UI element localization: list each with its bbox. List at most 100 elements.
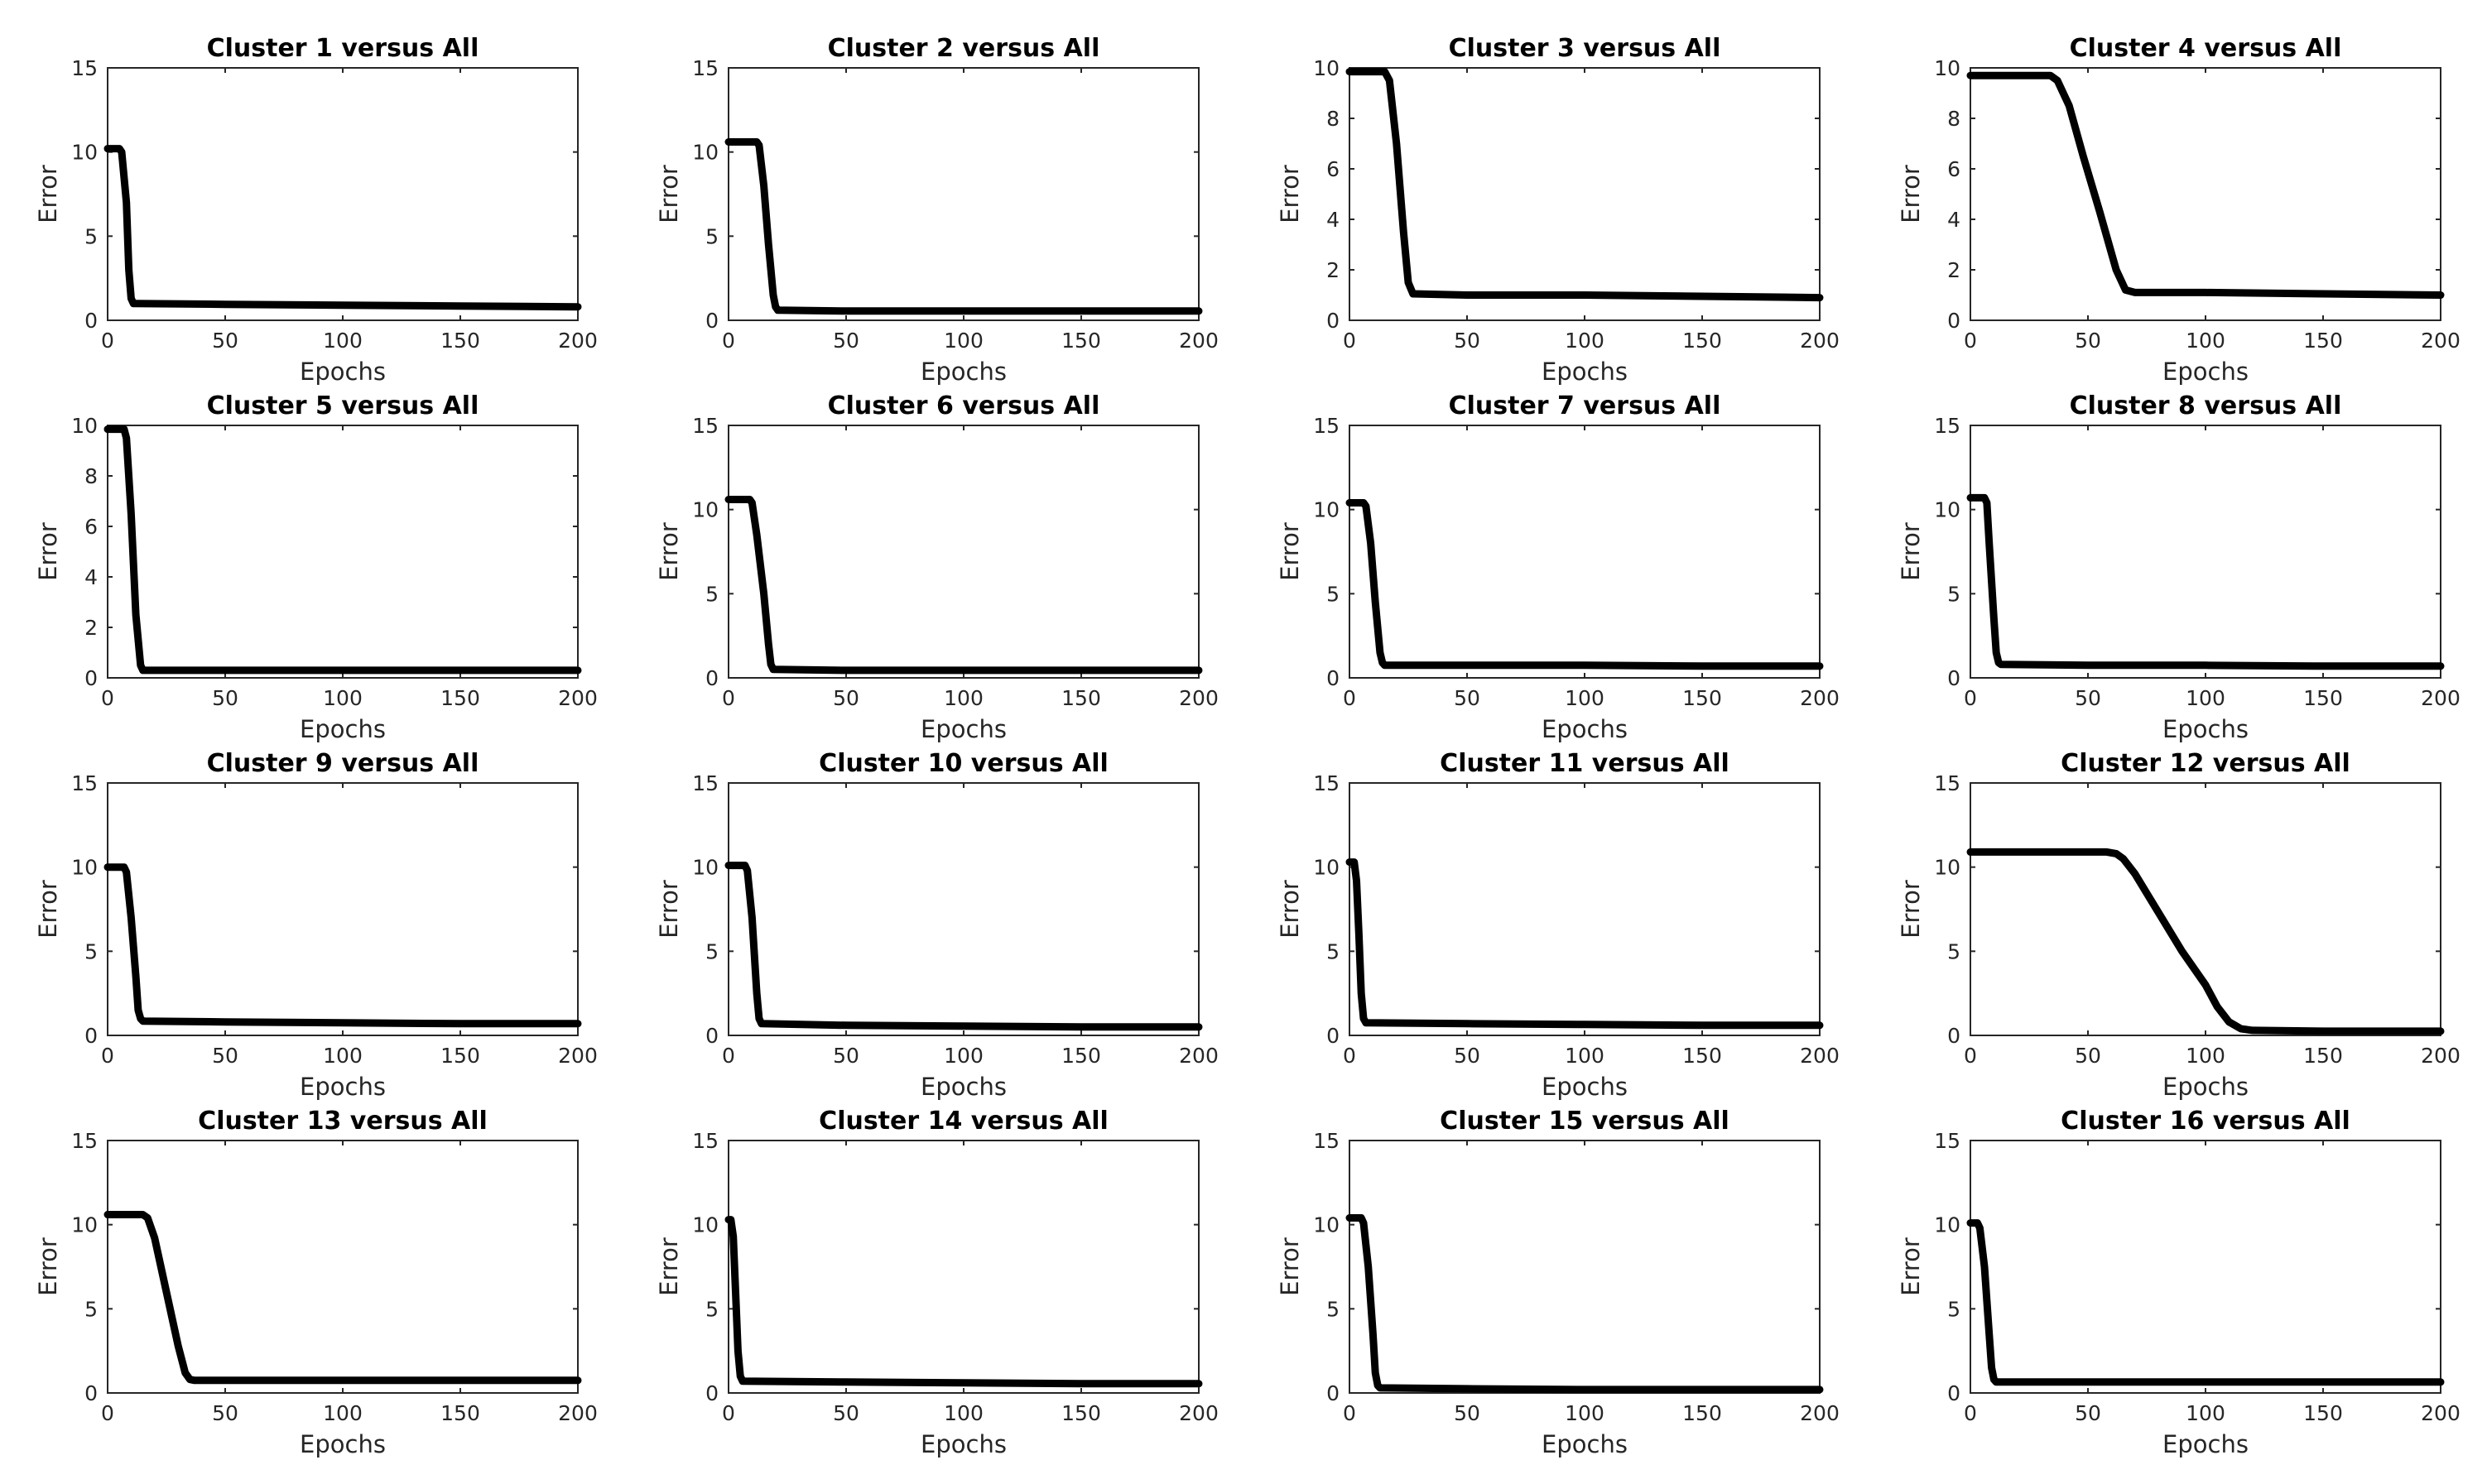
subplot-title: Cluster 1 versus All — [207, 34, 479, 63]
x-tick-label: 0 — [1964, 1401, 1977, 1425]
x-tick-label: 0 — [722, 329, 735, 353]
x-tick-label: 100 — [944, 686, 984, 710]
axes-box — [1970, 67, 2441, 321]
x-tick-label: 200 — [558, 329, 598, 353]
y-axis-label: Error — [1276, 880, 1304, 939]
y-tick-label: 15 — [692, 771, 719, 795]
subplot-title: Cluster 14 versus All — [819, 1107, 1109, 1136]
y-tick-label: 10 — [71, 1213, 98, 1237]
y-tick-label: 5 — [705, 224, 719, 248]
x-tick-label: 50 — [2075, 686, 2101, 710]
y-tick-label: 0 — [1947, 1024, 1960, 1048]
x-tick-label: 50 — [212, 1044, 238, 1068]
x-axis-label: Epochs — [1542, 1073, 1628, 1101]
y-axis-label: Error — [1897, 880, 1925, 939]
x-tick-label: 0 — [1964, 329, 1977, 353]
subplot-title: Cluster 3 versus All — [1449, 34, 1721, 63]
y-tick-label: 5 — [1947, 939, 1960, 963]
y-tick-label: 0 — [1326, 1381, 1340, 1405]
y-tick-label: 10 — [1934, 56, 1960, 80]
y-axis-label: Error — [655, 1237, 683, 1296]
y-tick-label: 0 — [1326, 1024, 1340, 1048]
y-tick-label: 5 — [705, 939, 719, 963]
y-tick-label: 5 — [1326, 939, 1340, 963]
x-axis-label: Epochs — [300, 715, 386, 743]
subplot-cluster-5: 0 50 100 150 200 0 2 4 6 8 10 Cluster 5 versus All E… — [34, 391, 598, 743]
axes-box — [728, 1140, 1200, 1394]
y-tick-label: 2 — [1326, 258, 1340, 282]
y-tick-label: 5 — [84, 224, 98, 248]
x-tick-label: 200 — [2421, 1401, 2461, 1425]
y-axis-label: Error — [1897, 522, 1925, 581]
y-tick-label: 4 — [1947, 208, 1960, 232]
error-curve — [103, 863, 582, 1028]
error-curve — [103, 1211, 582, 1385]
x-axis-label: Epochs — [1542, 358, 1628, 386]
x-tick-label: 150 — [1061, 1044, 1101, 1068]
x-tick-label: 0 — [1343, 1044, 1356, 1068]
y-tick-label: 0 — [1326, 666, 1340, 690]
x-tick-label: 150 — [440, 329, 480, 353]
x-tick-label: 200 — [1179, 686, 1219, 710]
x-axis-label: Epochs — [300, 358, 386, 386]
x-tick-label: 0 — [101, 329, 114, 353]
x-tick-label: 100 — [944, 1401, 984, 1425]
y-tick-label: 4 — [84, 565, 98, 589]
x-axis-label: Epochs — [2162, 715, 2249, 743]
subplot-cluster-11: 0 50 100 150 200 0 5 10 15 Cluster 11 versus All E… — [1276, 749, 1840, 1101]
x-tick-label: 150 — [2303, 329, 2343, 353]
axes-box — [107, 425, 579, 679]
subplot-title: Cluster 10 versus All — [819, 749, 1109, 778]
y-tick-label: 0 — [1947, 309, 1960, 333]
x-axis-label: Epochs — [2162, 358, 2249, 386]
axes-box — [1349, 782, 1821, 1036]
error-curve — [103, 145, 582, 311]
x-tick-label: 0 — [1343, 329, 1356, 353]
x-tick-label: 150 — [2303, 1044, 2343, 1068]
x-tick-label: 50 — [2075, 1044, 2101, 1068]
y-tick-label: 5 — [705, 582, 719, 606]
x-tick-label: 200 — [1179, 1044, 1219, 1068]
y-tick-label: 15 — [1313, 771, 1340, 795]
error-curve — [103, 425, 582, 675]
x-tick-label: 50 — [1454, 686, 1480, 710]
x-axis-label: Epochs — [300, 1430, 386, 1458]
subplot-title: Cluster 4 versus All — [2070, 34, 2342, 63]
x-tick-label: 150 — [1682, 686, 1722, 710]
y-tick-label: 4 — [1326, 208, 1340, 232]
axes-box — [107, 782, 579, 1036]
subplot-title: Cluster 5 versus All — [207, 391, 479, 420]
subplot-cluster-4: 0 50 100 150 200 0 2 4 6 8 10 Cluster 4 versus All E… — [1897, 34, 2461, 386]
subplot-cluster-10: 0 50 100 150 200 0 5 10 15 Cluster 10 versus All E… — [655, 749, 1219, 1101]
x-tick-label: 100 — [1565, 1044, 1604, 1068]
x-tick-label: 150 — [2303, 1401, 2343, 1425]
error-curve — [1345, 68, 1824, 302]
y-axis-label: Error — [655, 522, 683, 581]
x-tick-label: 0 — [101, 1401, 114, 1425]
y-axis-label: Error — [1897, 165, 1925, 223]
x-axis-label: Epochs — [921, 1073, 1007, 1101]
y-tick-label: 15 — [71, 771, 98, 795]
x-tick-label: 200 — [2421, 686, 2461, 710]
x-tick-label: 150 — [1682, 1401, 1722, 1425]
x-axis-label: Epochs — [921, 358, 1007, 386]
y-axis-label: Error — [34, 522, 62, 581]
axes-box — [1349, 1140, 1821, 1394]
subplot-cluster-3: 0 50 100 150 200 0 2 4 6 8 10 Cluster 3 versus All E… — [1276, 34, 1840, 386]
error-curve — [724, 496, 1203, 675]
x-tick-label: 0 — [1343, 686, 1356, 710]
axes-box — [1970, 1140, 2441, 1394]
x-tick-label: 50 — [1454, 329, 1480, 353]
y-axis-label: Error — [34, 880, 62, 939]
y-tick-label: 10 — [692, 141, 719, 165]
x-tick-label: 50 — [212, 329, 238, 353]
x-tick-label: 200 — [558, 686, 598, 710]
x-tick-label: 100 — [1565, 686, 1604, 710]
y-tick-label: 5 — [1326, 1297, 1340, 1321]
x-tick-label: 50 — [833, 1401, 859, 1425]
x-tick-label: 200 — [1800, 1044, 1840, 1068]
y-tick-label: 10 — [1313, 1213, 1340, 1237]
subplot-cluster-15: 0 50 100 150 200 0 5 10 15 Cluster 15 versus All E… — [1276, 1107, 1840, 1458]
error-curve — [1966, 71, 2445, 299]
